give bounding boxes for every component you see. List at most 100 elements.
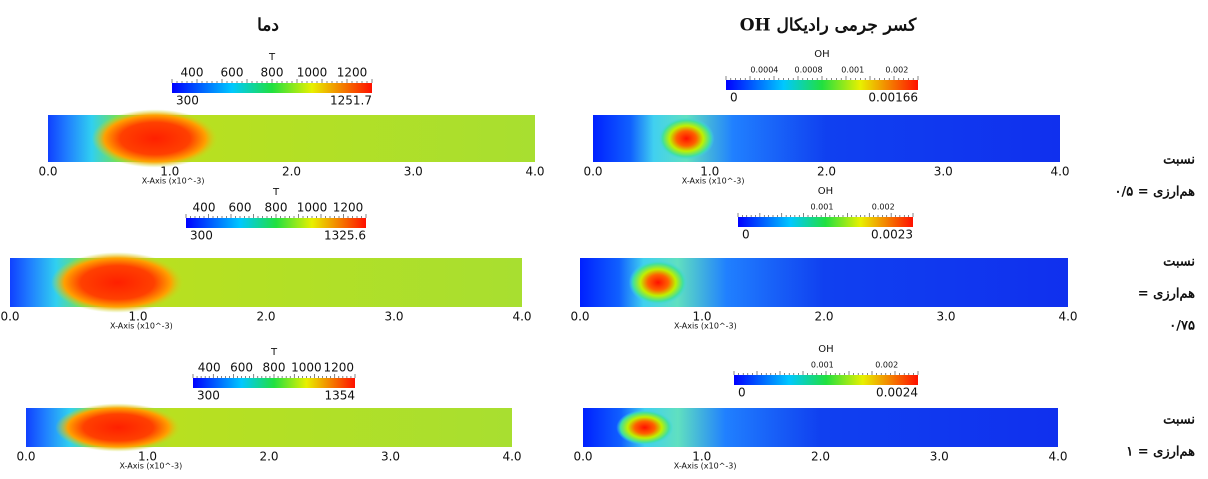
colorbar (193, 378, 355, 388)
colorbar-tick-label: 1200 (324, 361, 355, 375)
x-tick-label: 1.0 (138, 450, 157, 464)
colorbar-max: 1354 (324, 389, 355, 403)
column-title: دما (257, 16, 279, 36)
colorbar-tick-label: 0.0004 (750, 66, 778, 75)
row-label: هم‌ارزی = ۰/۵ (1114, 185, 1195, 200)
oh-spot (658, 117, 715, 160)
x-tick-label: 4.0 (1048, 450, 1067, 464)
x-tick-label: 2.0 (811, 450, 830, 464)
colorbar-tick-label: 600 (221, 66, 244, 80)
colorbar-tick-label: 800 (263, 361, 286, 375)
x-tick-label: 4.0 (502, 450, 521, 464)
colorbar-tick-label: 1200 (337, 66, 368, 80)
x-tick-label: 3.0 (934, 165, 953, 179)
x-tick-label: 2.0 (259, 450, 278, 464)
x-tick-label: 1.0 (700, 165, 719, 179)
row-label: هم‌ارزی = (1138, 287, 1195, 302)
colorbar-max: 0.0024 (876, 386, 918, 400)
colorbar-tick-label: 0.0008 (795, 66, 823, 75)
column-title: کسر جرمی رادیکال OH (740, 16, 917, 36)
colorbar-title: T (268, 52, 276, 63)
x-tick-label: 2.0 (814, 310, 833, 324)
colorbar-tick-label: 800 (265, 201, 288, 215)
oh-spot (616, 409, 674, 446)
colorbar-min: 300 (190, 229, 213, 243)
x-tick-label: 0.0 (583, 165, 602, 179)
x-tick-label: 2.0 (817, 165, 836, 179)
x-tick-label: 4.0 (512, 310, 531, 324)
colorbar-min: 0 (730, 91, 738, 105)
row-label: ۰/۷۵ (1169, 319, 1195, 334)
colorbar-max: 0.00166 (868, 91, 918, 105)
x-tick-label: 3.0 (936, 310, 955, 324)
hot-region (91, 109, 219, 168)
colorbar (726, 80, 918, 90)
colorbar-min: 0 (738, 386, 746, 400)
colorbar-tick-label: 600 (229, 201, 252, 215)
hot-region (55, 403, 182, 452)
x-tick-label: 0.0 (16, 450, 35, 464)
colorbar-max: 0.0023 (871, 228, 913, 242)
colorbar-tick-label: 0.001 (811, 361, 834, 370)
x-axis-label: X-Axis (x10^-3) (674, 462, 737, 471)
x-axis-label: X-Axis (x10^-3) (142, 177, 205, 186)
colorbar (172, 83, 372, 93)
oh-spot (628, 260, 688, 305)
x-tick-label: 4.0 (525, 165, 544, 179)
colorbar-tick-label: 1200 (333, 201, 364, 215)
row-label: هم‌ارزی = ۱ (1126, 445, 1195, 460)
x-tick-label: 4.0 (1058, 310, 1077, 324)
colorbar (186, 218, 366, 228)
colorbar-max: 1251.7 (330, 94, 372, 108)
row-label: نسبت (1163, 413, 1195, 428)
x-axis-label: X-Axis (x10^-3) (682, 177, 745, 186)
x-axis-label: X-Axis (x10^-3) (120, 462, 183, 471)
colorbar-tick-label: 400 (193, 201, 216, 215)
colorbar-tick-label: 400 (181, 66, 204, 80)
x-tick-label: 2.0 (282, 165, 301, 179)
colorbar-tick-label: 1000 (297, 66, 328, 80)
x-tick-label: 3.0 (404, 165, 423, 179)
colorbar-tick-label: 0.001 (811, 203, 834, 212)
hot-region (50, 252, 185, 313)
x-tick-label: 1.0 (128, 310, 147, 324)
x-tick-label: 4.0 (1050, 165, 1069, 179)
x-tick-label: 2.0 (256, 310, 275, 324)
x-tick-label: 3.0 (381, 450, 400, 464)
colorbar-tick-label: 1000 (297, 201, 328, 215)
row-label: نسبت (1163, 255, 1195, 270)
x-tick-label: 0.0 (0, 310, 19, 324)
colorbar-tick-label: 800 (261, 66, 284, 80)
colorbar-title: OH (818, 186, 833, 197)
x-axis-label: X-Axis (x10^-3) (110, 322, 173, 331)
colorbar-title: T (270, 347, 278, 358)
colorbar-title: OH (814, 49, 829, 60)
colorbar-min: 300 (197, 389, 220, 403)
colorbar-title: T (272, 187, 280, 198)
x-tick-label: 0.0 (570, 310, 589, 324)
colorbar-tick-label: 1000 (291, 361, 322, 375)
colorbar-max: 1325.6 (324, 229, 366, 243)
colorbar (734, 375, 918, 385)
colorbar-tick-label: 0.002 (885, 66, 908, 75)
colorbar-tick-label: 600 (230, 361, 253, 375)
colorbar (738, 217, 913, 227)
row-label: نسبت (1163, 153, 1195, 168)
x-axis-label: X-Axis (x10^-3) (674, 322, 737, 331)
colorbar-tick-label: 0.002 (875, 361, 898, 370)
x-tick-label: 1.0 (160, 165, 179, 179)
x-tick-label: 3.0 (930, 450, 949, 464)
colorbar-min: 300 (176, 94, 199, 108)
x-tick-label: 3.0 (384, 310, 403, 324)
x-tick-label: 0.0 (38, 165, 57, 179)
colorbar-min: 0 (742, 228, 750, 242)
colorbar-tick-label: 0.002 (872, 203, 895, 212)
colorbar-title: OH (818, 344, 833, 355)
x-tick-label: 0.0 (573, 450, 592, 464)
x-tick-label: 1.0 (692, 310, 711, 324)
x-tick-label: 1.0 (692, 450, 711, 464)
colorbar-tick-label: 400 (198, 361, 221, 375)
colorbar-tick-label: 0.001 (841, 66, 864, 75)
